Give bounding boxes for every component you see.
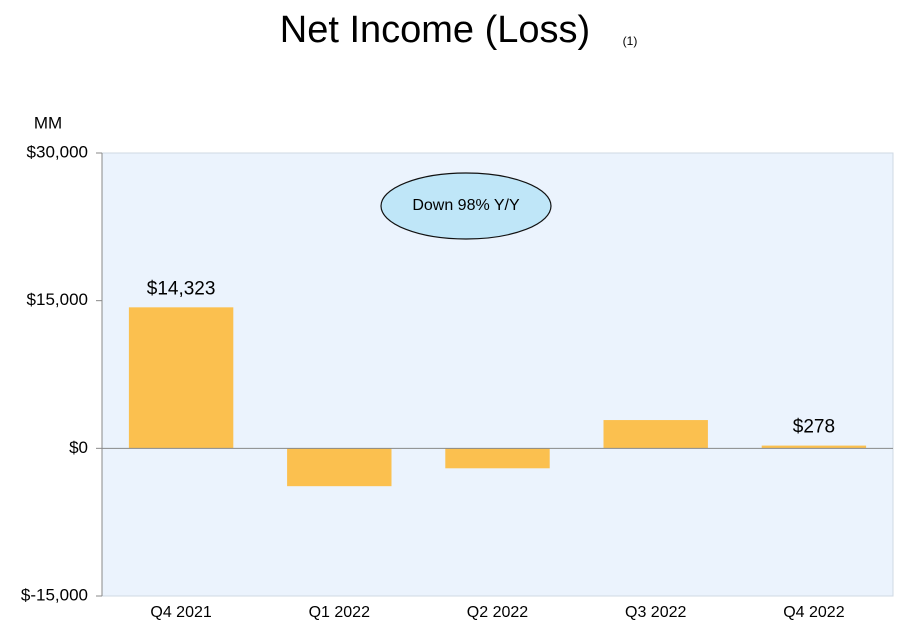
- x-tick-label: Q4 2022: [783, 604, 844, 621]
- bar: [287, 448, 392, 487]
- x-tick-label: Q1 2022: [309, 604, 370, 621]
- value-label: $278: [793, 417, 835, 438]
- x-tick-label: Q4 2021: [150, 604, 211, 621]
- value-label: $14,323: [147, 278, 216, 299]
- annotation: Down 98% Y/Y: [412, 197, 520, 214]
- chart-title: Net Income (Loss): [280, 9, 590, 51]
- y-tick-label: $0: [69, 438, 88, 457]
- title-note: (1): [623, 34, 638, 48]
- x-tick-label: Q3 2022: [625, 604, 686, 621]
- x-tick-label: Q2 2022: [467, 604, 528, 621]
- bar: [128, 307, 234, 449]
- y-axis-label: MM: [34, 113, 62, 132]
- y-tick-label: $-15,000: [21, 585, 88, 604]
- bar: [603, 420, 708, 449]
- bar: [761, 445, 867, 449]
- bar: [445, 448, 550, 469]
- annotation-bubble: [380, 172, 552, 240]
- y-tick-label: $15,000: [27, 290, 88, 309]
- y-tick-label: $30,000: [27, 142, 88, 161]
